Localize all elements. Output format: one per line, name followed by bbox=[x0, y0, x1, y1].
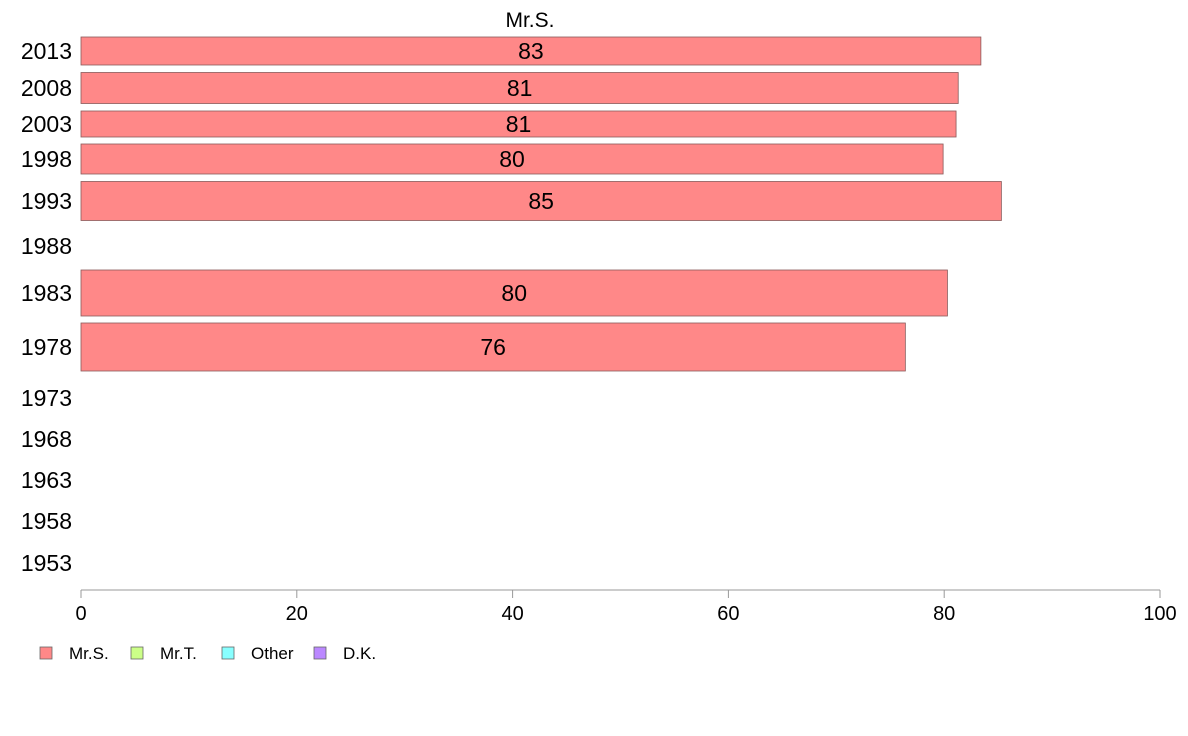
x-tick-label: 0 bbox=[75, 603, 86, 625]
data-label: 80 bbox=[499, 146, 525, 172]
legend-label: Mr.S. bbox=[69, 644, 109, 663]
x-tick-label: 60 bbox=[717, 603, 739, 625]
legend-swatch bbox=[39, 646, 53, 660]
category-label: 1998 bbox=[21, 146, 72, 172]
x-tick-label: 40 bbox=[501, 603, 523, 625]
x-axis: 0 20 40 60 80 100 bbox=[75, 589, 1177, 625]
category-label: 1958 bbox=[21, 508, 72, 534]
legend-label: Other bbox=[251, 644, 294, 663]
category-label: 2003 bbox=[21, 111, 72, 137]
data-label: 81 bbox=[506, 111, 532, 137]
chart-title: Mr.S. bbox=[505, 9, 554, 32]
category-label: 1953 bbox=[21, 550, 72, 576]
data-label: 83 bbox=[518, 38, 544, 64]
category-label: 1963 bbox=[21, 467, 72, 493]
legend-swatch bbox=[221, 646, 235, 660]
legend-label: D.K. bbox=[343, 644, 376, 663]
bar bbox=[80, 322, 906, 372]
bar bbox=[80, 72, 959, 104]
legend-label: Mr.T. bbox=[160, 644, 197, 663]
data-label: 81 bbox=[507, 75, 533, 101]
data-label: 76 bbox=[480, 334, 506, 360]
x-tick-label: 80 bbox=[933, 603, 955, 625]
bar bbox=[80, 143, 944, 175]
legend-swatch bbox=[313, 646, 327, 660]
bar bbox=[80, 36, 982, 66]
bar bbox=[80, 110, 957, 138]
category-label: 1973 bbox=[21, 385, 72, 411]
category-label: 1978 bbox=[21, 334, 72, 360]
category-label: 1983 bbox=[21, 280, 72, 306]
data-label: 80 bbox=[501, 280, 527, 306]
data-label: 85 bbox=[528, 188, 554, 214]
bars-layer bbox=[80, 36, 1002, 372]
legend-swatch bbox=[130, 646, 144, 660]
x-tick-label: 20 bbox=[286, 603, 308, 625]
bar bbox=[80, 181, 1002, 221]
category-label: 1968 bbox=[21, 426, 72, 452]
category-labels-layer: 2013 2008 2003 1998 1993 1988 1983 1978 1973 1968… bbox=[21, 38, 72, 576]
x-tick-label: 100 bbox=[1143, 603, 1176, 625]
category-label: 1993 bbox=[21, 188, 72, 214]
category-label: 1988 bbox=[21, 233, 72, 259]
bar bbox=[80, 269, 948, 317]
category-label: 2013 bbox=[21, 38, 72, 64]
category-label: 2008 bbox=[21, 75, 72, 101]
legend: Mr.S. Mr.T. Other D.K. bbox=[39, 644, 376, 663]
